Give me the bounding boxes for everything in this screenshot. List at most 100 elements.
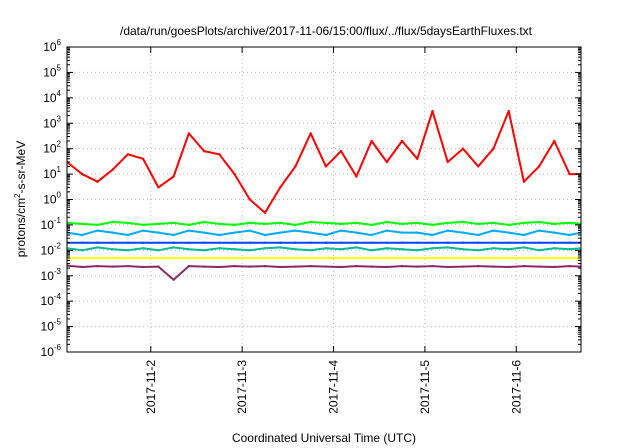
data-point [446, 221, 449, 225]
data-point [461, 256, 465, 260]
data-point [324, 265, 328, 268]
data-point [202, 249, 206, 252]
data-point [218, 265, 221, 269]
y-tick-label: 10-3 [41, 267, 62, 283]
data-point [111, 248, 114, 251]
data-point [431, 256, 434, 260]
data-point [263, 241, 267, 244]
data-point [279, 246, 282, 249]
data-point [263, 233, 267, 237]
data-point [355, 241, 358, 244]
data-point [400, 264, 404, 268]
data-point [324, 241, 328, 244]
data-point [492, 221, 495, 225]
data-point [81, 256, 84, 260]
data-point [339, 256, 343, 260]
x-axis: 2017-11-2 2017-11-3 2017-11-4 2017-11-5 2017… [144, 47, 523, 414]
y-axis-label: protons/cm2-s-sr-MeV [13, 141, 28, 257]
data-point [309, 132, 312, 135]
data-point [111, 256, 114, 260]
data-point [187, 248, 190, 251]
data-point [248, 265, 251, 268]
data-point [492, 265, 495, 268]
series-6 [67, 256, 581, 260]
data-point [309, 249, 312, 252]
series-7 [67, 264, 581, 281]
data-point [126, 153, 130, 156]
data-point [385, 241, 388, 244]
data-point [568, 221, 571, 225]
y-tick-label: 101 [43, 165, 61, 181]
data-point [233, 241, 236, 244]
x-tick-label: 2017-11-3 [235, 360, 249, 414]
series-3 [67, 229, 581, 237]
data-point [111, 241, 114, 244]
data-point [81, 222, 84, 226]
data-point [202, 231, 206, 234]
data-point [553, 265, 556, 269]
data-point [126, 256, 130, 260]
data-point [218, 247, 221, 250]
data-point [233, 223, 236, 227]
grid [67, 47, 581, 352]
x-tick-label: 2017-11-5 [418, 360, 432, 414]
data-point [187, 223, 190, 227]
data-point [355, 264, 358, 268]
data-point [218, 241, 221, 244]
data-point [187, 229, 190, 232]
data-point [157, 241, 160, 244]
data-point [233, 256, 236, 260]
y-tick-label: 100 [43, 191, 61, 207]
data-point [477, 222, 480, 226]
data-point [370, 139, 373, 143]
data-point [172, 278, 175, 281]
data-point [355, 175, 358, 178]
data-point [400, 248, 404, 251]
data-point [263, 256, 267, 260]
data-point [157, 249, 160, 252]
data-point [309, 241, 312, 244]
data-point [96, 264, 99, 268]
data-point [568, 172, 571, 176]
x-tick-label: 2017-11-4 [327, 360, 341, 414]
y-tick-label: 106 [43, 38, 61, 54]
data-point [537, 165, 541, 168]
data-point [431, 247, 434, 250]
data-point [568, 233, 571, 237]
data-point [309, 220, 312, 224]
data-point [431, 223, 434, 227]
data-point [370, 249, 373, 252]
data-point [157, 222, 160, 226]
data-point [81, 241, 84, 244]
data-point [461, 220, 465, 224]
data-point [537, 241, 541, 244]
data-point [507, 241, 510, 244]
data-point [477, 165, 480, 168]
data-point [477, 233, 480, 237]
data-point [111, 220, 114, 224]
data-point [81, 249, 84, 252]
data-point [157, 186, 160, 189]
data-point [233, 264, 236, 268]
data-point [461, 147, 465, 150]
data-point [96, 256, 99, 260]
y-tick-label: 10-6 [41, 343, 62, 359]
data-point [431, 264, 434, 268]
data-point [355, 231, 358, 234]
data-point [492, 229, 495, 232]
data-point [141, 157, 145, 160]
data-point [279, 265, 282, 269]
y-tick-label: 105 [43, 63, 61, 79]
series-line [67, 110, 581, 214]
y-axis: 10-6 10-5 10-4 10-3 10-2 10-1 100 101 102 103 104 1… [41, 38, 581, 359]
data-point [96, 246, 99, 249]
data-point [370, 233, 373, 237]
data-point [553, 241, 556, 244]
chart-title: /data/run/goesPlots/archive/2017-11-06/1… [120, 24, 533, 38]
data-point [355, 221, 358, 225]
data-point [461, 265, 465, 268]
data-point [461, 248, 465, 251]
data-point [385, 160, 388, 164]
data-point [324, 256, 328, 260]
data-point [537, 220, 541, 224]
